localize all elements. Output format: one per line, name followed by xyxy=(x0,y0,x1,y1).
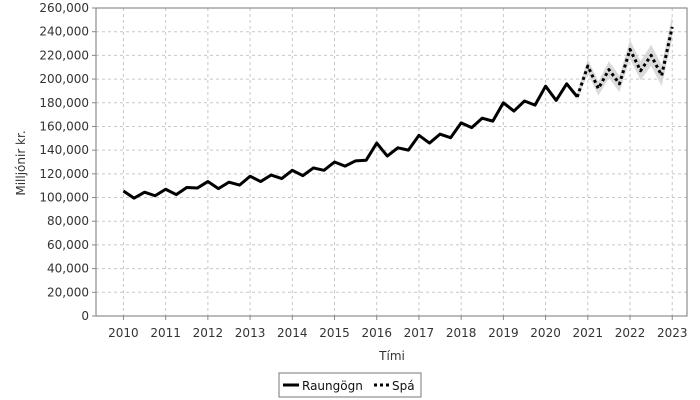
x-tick-label: 2012 xyxy=(193,326,224,340)
x-tick-label: 2018 xyxy=(446,326,477,340)
grid-lines xyxy=(96,7,687,317)
x-axis-ticks: 2010 2011 2012 2013 2014 2015 2016 2017 2018 2019… xyxy=(108,316,687,340)
y-tick-label: 0 xyxy=(81,309,89,323)
series-lines xyxy=(122,26,674,200)
legend-label-forecast: Spá xyxy=(392,379,415,393)
plot-frame xyxy=(95,7,688,317)
legend-box xyxy=(278,372,422,398)
y-tick-label: 260,000 xyxy=(39,1,89,15)
forecast-band xyxy=(577,15,673,102)
y-axis-title: Milljónir kr. xyxy=(14,130,28,195)
x-tick-label: 2019 xyxy=(488,326,519,340)
x-axis-title: Tími xyxy=(378,349,405,363)
x-tick-label: 2016 xyxy=(361,326,392,340)
y-tick-label: 20,000 xyxy=(47,285,89,299)
y-tick-label: 160,000 xyxy=(39,119,89,133)
x-tick-label: 2021 xyxy=(573,326,604,340)
y-tick-label: 220,000 xyxy=(39,48,89,62)
series-line-actual xyxy=(122,82,579,200)
y-tick-label: 80,000 xyxy=(47,214,89,228)
y-axis-ticks: 0 20,000 40,000 60,000 80,000 100,000 120,000 1… xyxy=(39,1,96,323)
plot-border xyxy=(95,7,688,317)
x-tick-label: 2013 xyxy=(235,326,266,340)
confidence-band xyxy=(577,15,673,102)
x-tick-label: 2014 xyxy=(277,326,308,340)
y-tick-label: 100,000 xyxy=(39,191,89,205)
x-tick-label: 2020 xyxy=(530,326,561,340)
x-tick-label: 2022 xyxy=(615,326,646,340)
y-tick-label: 140,000 xyxy=(39,143,89,157)
x-tick-label: 2010 xyxy=(108,326,139,340)
legend-label-actual: Raungögn xyxy=(302,379,363,393)
y-tick-label: 40,000 xyxy=(47,262,89,276)
x-tick-label: 2015 xyxy=(319,326,350,340)
x-tick-label: 2011 xyxy=(150,326,181,340)
y-tick-label: 180,000 xyxy=(39,96,89,110)
y-tick-label: 240,000 xyxy=(39,25,89,39)
y-tick-label: 200,000 xyxy=(39,72,89,86)
x-tick-label: 2023 xyxy=(657,326,688,340)
y-tick-label: 120,000 xyxy=(39,167,89,181)
y-tick-label: 60,000 xyxy=(47,238,89,252)
series-line-forecast xyxy=(575,26,674,98)
legend: Raungögn Spá xyxy=(278,372,422,398)
x-tick-label: 2017 xyxy=(404,326,435,340)
